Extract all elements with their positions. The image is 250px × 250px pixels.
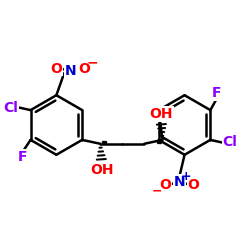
Text: F: F [212, 86, 222, 100]
Text: O: O [78, 62, 90, 76]
Text: Cl: Cl [4, 100, 18, 114]
Text: +: + [181, 170, 192, 183]
Text: OH: OH [90, 163, 113, 177]
Text: −: − [86, 55, 98, 69]
Text: −: − [152, 184, 162, 198]
Text: O: O [50, 62, 62, 76]
Text: OH: OH [150, 107, 173, 121]
Text: O: O [159, 178, 171, 192]
Text: F: F [18, 150, 28, 164]
Text: O: O [188, 178, 200, 192]
Text: N: N [65, 64, 76, 78]
Text: N: N [174, 175, 185, 189]
Text: Cl: Cl [222, 136, 237, 149]
